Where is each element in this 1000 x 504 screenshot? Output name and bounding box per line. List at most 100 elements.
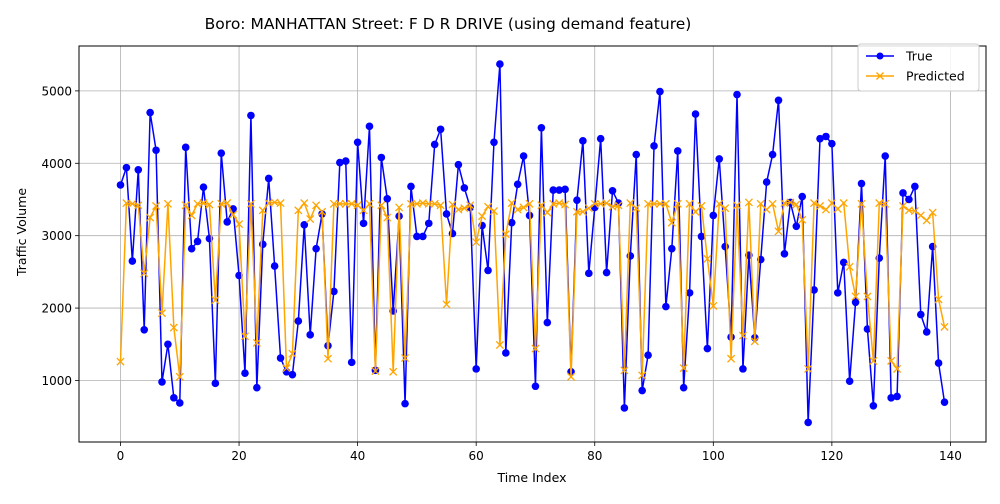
data-point — [454, 160, 463, 169]
data-point — [655, 199, 665, 208]
data-point — [507, 199, 516, 208]
data-point — [329, 199, 338, 208]
plot-frame — [78, 45, 987, 443]
series-line-predicted — [119, 201, 946, 378]
data-point — [472, 365, 480, 373]
data-point — [721, 204, 730, 213]
data-point — [270, 262, 279, 270]
data-point — [709, 211, 718, 220]
data-point — [738, 331, 748, 340]
data-point — [905, 195, 913, 204]
data-point — [537, 201, 546, 210]
data-point — [697, 201, 706, 211]
data-point — [928, 208, 937, 217]
data-point — [863, 325, 872, 333]
data-point — [774, 96, 783, 105]
data-point — [413, 232, 421, 241]
data-point — [804, 364, 813, 373]
data-point — [454, 205, 463, 214]
data-point — [555, 199, 564, 208]
data-point — [377, 201, 386, 210]
data-point — [495, 340, 504, 350]
data-point — [934, 359, 943, 367]
data-point — [323, 354, 333, 363]
data-point — [519, 152, 528, 160]
data-point — [572, 207, 582, 216]
data-point — [335, 199, 344, 208]
data-point — [175, 399, 184, 407]
data-point — [484, 266, 492, 275]
data-point — [703, 344, 712, 353]
data-point — [424, 219, 433, 228]
data-point — [661, 199, 670, 208]
data-point — [845, 262, 854, 271]
y-tick-label: 5000 — [41, 84, 72, 98]
data-point — [792, 200, 801, 209]
data-point — [294, 317, 303, 325]
data-point — [715, 199, 724, 208]
data-point — [828, 139, 836, 148]
data-point — [312, 244, 320, 253]
data-point — [596, 134, 605, 143]
data-point — [170, 394, 178, 402]
data-point — [922, 328, 931, 336]
data-point — [336, 158, 344, 167]
data-point — [732, 201, 742, 210]
data-point — [590, 199, 599, 208]
data-point — [786, 198, 795, 207]
data-point — [241, 369, 249, 378]
data-point — [258, 240, 267, 249]
data-point — [187, 244, 196, 253]
data-point — [614, 201, 623, 210]
data-point — [407, 182, 415, 191]
data-point — [347, 199, 356, 208]
data-point — [217, 149, 226, 157]
data-point — [306, 214, 315, 224]
legend-true-marker — [876, 52, 884, 60]
data-point — [163, 199, 172, 208]
data-point — [223, 218, 232, 226]
data-point — [365, 199, 374, 208]
data-point — [436, 125, 445, 134]
data-point — [502, 349, 510, 357]
data-point — [223, 199, 232, 208]
data-point — [442, 300, 451, 309]
data-point — [561, 185, 569, 194]
data-point — [857, 199, 866, 208]
data-point — [679, 383, 688, 392]
data-point — [288, 370, 297, 379]
data-point — [608, 186, 617, 195]
data-point — [649, 199, 659, 208]
data-point — [715, 155, 724, 163]
data-point — [608, 202, 617, 211]
data-point — [419, 232, 427, 241]
series-layer — [116, 60, 949, 427]
y-axis-label: Traffic Volume — [14, 188, 29, 277]
data-point — [134, 201, 143, 210]
data-point — [578, 207, 587, 216]
data-point — [679, 364, 688, 373]
data-point — [460, 184, 469, 192]
data-point — [152, 201, 161, 211]
data-point — [312, 201, 321, 210]
data-point — [691, 110, 700, 118]
data-point — [288, 349, 297, 358]
x-tick-label: 80 — [587, 449, 602, 463]
legend-predicted-marker — [876, 72, 884, 80]
data-point — [181, 201, 190, 210]
data-point — [792, 222, 801, 231]
data-point — [128, 199, 137, 208]
data-point — [543, 208, 552, 217]
data-point — [774, 227, 783, 236]
data-point — [934, 295, 943, 304]
data-point — [798, 192, 807, 201]
data-point — [395, 203, 404, 212]
data-point — [703, 254, 712, 263]
data-point — [851, 298, 860, 307]
data-point — [483, 202, 493, 211]
data-point — [531, 382, 540, 391]
data-point — [478, 212, 487, 221]
data-point — [317, 207, 327, 216]
